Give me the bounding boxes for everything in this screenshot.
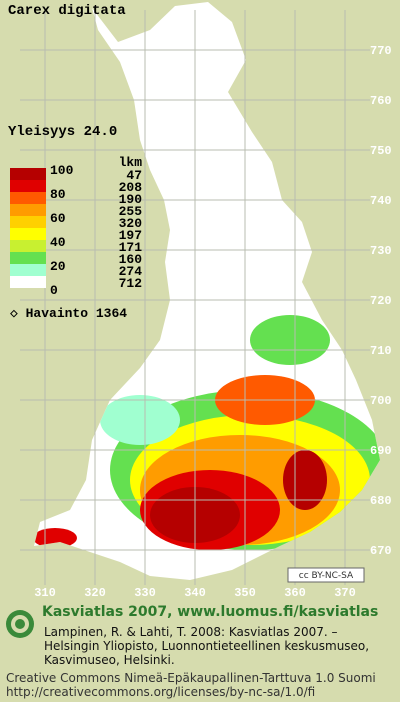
- legend-swatch: [10, 192, 46, 204]
- legend-count: 190: [119, 192, 143, 207]
- y-grid-label: 670: [370, 544, 392, 558]
- grid: [20, 10, 370, 585]
- x-grid-label: 340: [184, 586, 206, 600]
- legend-swatch: [10, 168, 46, 180]
- y-grid-label: 730: [370, 244, 392, 258]
- logo: [6, 610, 34, 638]
- frequency: Yleisyys 24.0: [8, 124, 117, 140]
- y-grid-label: 760: [370, 94, 392, 108]
- legend-swatch: [10, 276, 46, 288]
- legend-swatch: [10, 216, 46, 228]
- legend-count: 255: [119, 204, 143, 219]
- legend-swatch: [10, 180, 46, 192]
- citation-line: Lampinen, R. & Lahti, T. 2008: Kasviatla…: [44, 625, 338, 639]
- observations: ◇ Havainto 1364: [10, 306, 127, 321]
- y-grid-label: 770: [370, 44, 392, 58]
- citation-line: Kasvimuseo, Helsinki.: [44, 653, 175, 667]
- x-grid-label: 320: [84, 586, 106, 600]
- legend-swatch: [10, 240, 46, 252]
- license-line: http://creativecommons.org/licenses/by-n…: [6, 685, 315, 699]
- legend-count: 274: [119, 264, 143, 279]
- x-grid-label: 360: [284, 586, 306, 600]
- y-grid-label: 690: [370, 444, 392, 458]
- legend-count: 171: [119, 240, 143, 255]
- y-grid-label: 700: [370, 394, 392, 408]
- x-grid-label: 350: [234, 586, 256, 600]
- legend-count: 47: [126, 168, 142, 183]
- legend-scale-label: 100: [50, 163, 74, 178]
- legend-scale-label: 40: [50, 235, 66, 250]
- legend-count: 197: [119, 228, 142, 243]
- legend-count: 320: [119, 216, 143, 231]
- distribution-heat: [34, 315, 380, 550]
- legend-scale-label: 20: [50, 259, 66, 274]
- footer-heading: Kasviatlas 2007, www.luomus.fi/kasviatla…: [42, 604, 378, 620]
- legend-scale-label: 0: [50, 283, 58, 298]
- legend-count: 712: [119, 276, 143, 291]
- license-line: Creative Commons Nimeä-Epäkaupallinen-Ta…: [6, 671, 376, 685]
- map-title: Carex digitata: [8, 3, 126, 19]
- license-badge-box: [287, 567, 365, 583]
- y-grid-label: 710: [370, 344, 392, 358]
- y-grid-label: 720: [370, 294, 392, 308]
- legend-scale-label: 60: [50, 211, 66, 226]
- x-grid-label: 330: [134, 586, 156, 600]
- y-grid-label: 740: [370, 194, 392, 208]
- legend-swatch: [10, 228, 46, 240]
- legend-swatch: [10, 252, 46, 264]
- license-badge: cc BY-NC-SA: [299, 571, 354, 581]
- x-grid-label: 310: [34, 586, 56, 600]
- legend-scale-label: 80: [50, 187, 66, 202]
- y-grid-label: 750: [370, 144, 392, 158]
- legend-count: 208: [119, 180, 143, 195]
- legend-swatch: [10, 264, 46, 276]
- count-header: lkm: [119, 155, 143, 170]
- citation-line: Helsingin Yliopisto, Luonnontieteellinen…: [44, 639, 369, 653]
- legend-swatch: [10, 204, 46, 216]
- x-grid-label: 370: [334, 586, 356, 600]
- y-grid-label: 680: [370, 494, 392, 508]
- legend-count: 160: [119, 252, 143, 267]
